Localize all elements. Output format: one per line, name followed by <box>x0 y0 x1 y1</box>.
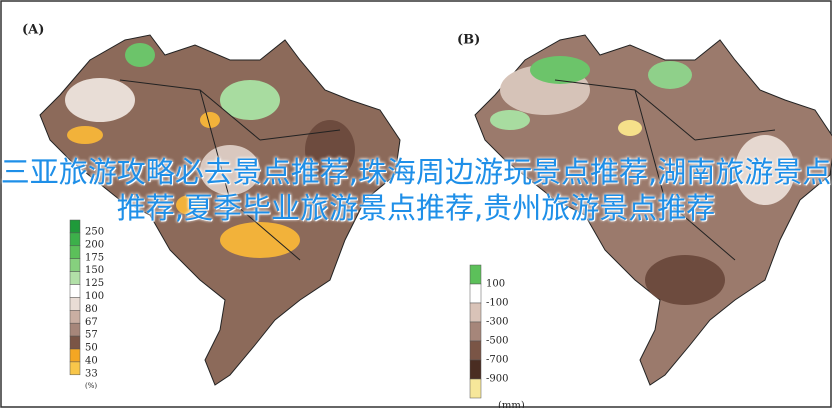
legend-unit: (%) <box>85 382 97 390</box>
legend-label: 100 <box>486 279 505 290</box>
legend-label: 33 <box>85 368 98 379</box>
legend-swatch <box>69 310 81 324</box>
legend-label: 125 <box>85 278 104 289</box>
legend-swatch <box>69 284 81 298</box>
legend-swatch <box>69 361 81 376</box>
legend-swatch <box>69 232 81 247</box>
legend-label: -300 <box>486 317 508 328</box>
legend-label: 150 <box>85 265 104 276</box>
legend-swatch <box>469 283 482 304</box>
legend-label: 50 <box>85 343 98 354</box>
legend-swatch <box>69 245 81 259</box>
legend-label: 57 <box>85 330 98 341</box>
legend-label: 100 <box>85 291 104 302</box>
legend-label: -500 <box>486 336 508 347</box>
legend-label: 67 <box>85 317 98 328</box>
legend-label: 200 <box>85 239 104 250</box>
legend-swatch <box>69 271 81 285</box>
legend-swatch <box>469 359 482 380</box>
legend-swatch <box>469 264 482 285</box>
legend-swatch <box>69 297 81 311</box>
legend-unit: (mm) <box>498 401 525 408</box>
legend-swatch <box>469 378 482 399</box>
map-b <box>474 34 832 386</box>
legend-label: -700 <box>486 355 508 366</box>
legend-swatch <box>69 348 81 363</box>
legend-swatch <box>469 321 482 342</box>
legend-label: 80 <box>85 304 98 315</box>
legend-swatch <box>69 335 81 350</box>
legend-swatch <box>69 258 81 272</box>
panel-label: (A) <box>22 23 44 38</box>
legend-label: 175 <box>85 252 104 263</box>
legend-label: 250 <box>85 226 104 237</box>
legend-swatch <box>469 340 482 361</box>
panel-label: (B) <box>457 33 480 48</box>
overlay-text: 三亚旅游攻略必去景点推荐,珠海周边游玩景点推荐,湖南旅游景点推荐,夏季毕业旅游景… <box>0 155 832 225</box>
legend-label: -900 <box>486 374 508 385</box>
legend-swatch <box>69 322 81 337</box>
legend-swatch <box>469 302 482 323</box>
legend-label: -100 <box>486 298 508 309</box>
legend-label: 40 <box>85 355 98 366</box>
map-a <box>39 34 401 386</box>
